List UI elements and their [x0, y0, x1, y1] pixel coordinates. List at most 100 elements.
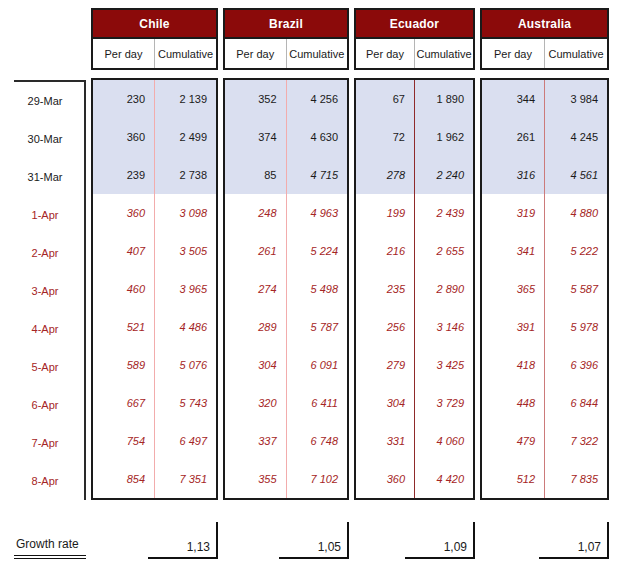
cumulative-cell: 5 978 — [544, 308, 607, 346]
date-cell: 3-Apr — [14, 272, 84, 310]
cumulative-cell: 4 256 — [286, 80, 348, 118]
subheader-chile: Per day Cumulative — [91, 39, 218, 70]
cumulative-cell: 7 322 — [544, 422, 607, 460]
growth-rate-value-ecuador: 1,09 — [405, 522, 475, 559]
per-day-cell: 360 — [356, 460, 414, 498]
table-row: 2793 425 — [356, 346, 473, 384]
cumulative-cell: 6 411 — [286, 384, 348, 422]
table-row: 4186 396 — [482, 346, 607, 384]
per-day-cell: 391 — [482, 308, 544, 346]
cumulative-cell: 7 102 — [286, 460, 348, 498]
per-day-cell: 216 — [356, 232, 414, 270]
per-day-cell: 355 — [225, 460, 286, 498]
per-day-header: Per day — [225, 39, 286, 68]
table-row: 3524 256 — [225, 80, 347, 118]
cumulative-cell: 7 835 — [544, 460, 607, 498]
date-cell: 7-Apr — [14, 424, 84, 462]
cumulative-cell: 3 505 — [154, 232, 216, 270]
per-day-cell: 235 — [356, 270, 414, 308]
table-row: 3046 091 — [225, 346, 347, 384]
cumulative-cell: 5 076 — [154, 346, 216, 384]
cumulative-cell: 7 351 — [154, 460, 216, 498]
table-row: 3602 499 — [93, 118, 216, 156]
table-row: 2782 240 — [356, 156, 473, 194]
cumulative-cell: 6 844 — [544, 384, 607, 422]
per-day-cell: 289 — [225, 308, 286, 346]
per-day-cell: 85 — [225, 156, 286, 194]
date-cell: 30-Mar — [14, 120, 84, 158]
cumulative-cell: 2 499 — [154, 118, 216, 156]
per-day-cell: 352 — [225, 80, 286, 118]
cumulative-cell: 5 743 — [154, 384, 216, 422]
per-day-cell: 304 — [356, 384, 414, 422]
table-row: 2895 787 — [225, 308, 347, 346]
cumulative-cell: 3 984 — [544, 80, 607, 118]
table-row: 721 962 — [356, 118, 473, 156]
per-day-cell: 230 — [93, 80, 154, 118]
cumulative-cell: 4 963 — [286, 194, 348, 232]
cumulative-cell: 2 139 — [154, 80, 216, 118]
cumulative-cell: 3 098 — [154, 194, 216, 232]
data-rows-australia: 3443 9842614 2453164 5613194 8803415 222… — [480, 78, 609, 500]
table-row: 2563 146 — [356, 308, 473, 346]
growth-rate-value-brazil: 1,05 — [279, 522, 349, 559]
cumulative-cell: 4 245 — [544, 118, 607, 156]
cumulative-cell: 6 497 — [154, 422, 216, 460]
per-day-cell: 360 — [93, 194, 154, 232]
table-row: 3915 978 — [482, 308, 607, 346]
table-row: 4797 322 — [482, 422, 607, 460]
cumulative-cell: 6 091 — [286, 346, 348, 384]
country-header-australia: Australia — [480, 8, 609, 39]
table-row: 3043 729 — [356, 384, 473, 422]
country-header-chile: Chile — [91, 8, 218, 39]
per-day-cell: 344 — [482, 80, 544, 118]
table-row: 6675 743 — [93, 384, 216, 422]
cumulative-cell: 6 396 — [544, 346, 607, 384]
table-row: 5127 835 — [482, 460, 607, 498]
growth-rate-value-chile: 1,13 — [148, 522, 218, 559]
country-block-brazil: Brazil Per day Cumulative 3524 2563744 6… — [223, 8, 349, 500]
data-rows-brazil: 3524 2563744 630854 7152484 9632615 2242… — [223, 78, 349, 500]
date-cell: 4-Apr — [14, 310, 84, 348]
growth-rate-label: Growth rate — [14, 537, 86, 559]
per-day-cell: 360 — [93, 118, 154, 156]
country-header-ecuador: Ecuador — [354, 8, 475, 39]
table-row: 671 890 — [356, 80, 473, 118]
date-cell: 29-Mar — [14, 82, 84, 120]
cumulative-cell: 2 890 — [414, 270, 473, 308]
table-row: 854 715 — [225, 156, 347, 194]
per-day-cell: 278 — [356, 156, 414, 194]
country-block-australia: Australia Per day Cumulative 3443 984261… — [480, 8, 609, 500]
cumulative-cell: 6 748 — [286, 422, 348, 460]
per-day-cell: 256 — [356, 308, 414, 346]
per-day-cell: 248 — [225, 194, 286, 232]
table-row: 3164 561 — [482, 156, 607, 194]
cumulative-cell: 3 729 — [414, 384, 473, 422]
per-day-cell: 331 — [356, 422, 414, 460]
per-day-cell: 754 — [93, 422, 154, 460]
growth-rate-value-australia: 1,07 — [539, 522, 609, 559]
cumulative-cell: 4 880 — [544, 194, 607, 232]
per-day-cell: 274 — [225, 270, 286, 308]
per-day-header: Per day — [93, 39, 154, 68]
per-day-cell: 239 — [93, 156, 154, 194]
cumulative-header: Cumulative — [286, 39, 348, 68]
table-row: 5214 486 — [93, 308, 216, 346]
table-row: 2745 498 — [225, 270, 347, 308]
date-column-spacer — [14, 8, 86, 80]
per-day-cell: 407 — [93, 232, 154, 270]
table-row: 2302 139 — [93, 80, 216, 118]
table-row: 2484 963 — [225, 194, 347, 232]
per-day-cell: 67 — [356, 80, 414, 118]
per-day-cell: 418 — [482, 346, 544, 384]
table-row: 3206 411 — [225, 384, 347, 422]
cumulative-cell: 2 439 — [414, 194, 473, 232]
table-row: 3314 060 — [356, 422, 473, 460]
data-rows-ecuador: 671 890721 9622782 2401992 4392162 65523… — [354, 78, 475, 500]
per-day-cell: 341 — [482, 232, 544, 270]
cumulative-cell: 4 420 — [414, 460, 473, 498]
table-row: 5895 076 — [93, 346, 216, 384]
cumulative-cell: 3 425 — [414, 346, 473, 384]
per-day-cell: 512 — [482, 460, 544, 498]
table-row: 4603 965 — [93, 270, 216, 308]
